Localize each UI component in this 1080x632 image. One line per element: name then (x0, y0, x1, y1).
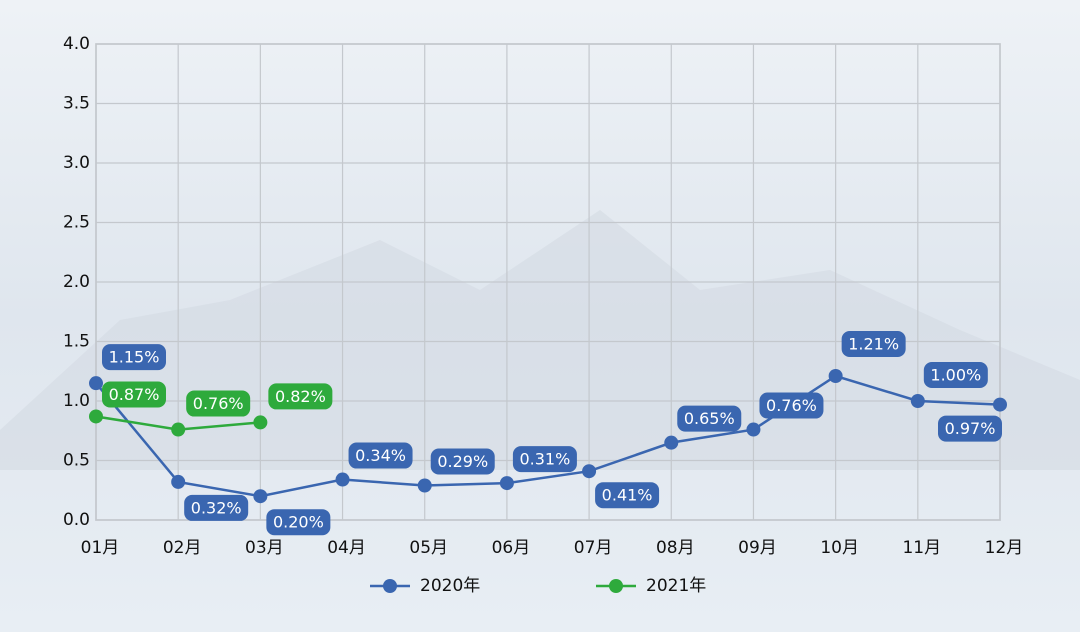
data-label-box (102, 381, 166, 408)
data-label-box (677, 405, 742, 432)
x-tick-label: 08月 (656, 538, 695, 558)
x-tick-label: 07月 (574, 538, 613, 558)
x-tick-label: 01月 (81, 538, 120, 558)
data-label: 0.34% (355, 446, 406, 465)
data-label-box (102, 344, 166, 371)
data-label-box (186, 390, 251, 417)
y-tick-label: 1.0 (63, 391, 90, 411)
y-tick-label: 3.5 (63, 94, 90, 114)
data-point (993, 397, 1007, 412)
data-label-box (841, 331, 906, 358)
x-tick-label: 05月 (409, 538, 448, 558)
data-label-box (595, 482, 660, 509)
y-tick-label: 1.5 (63, 332, 90, 352)
x-tick-label: 10月 (820, 538, 859, 558)
series-line (95, 374, 1001, 498)
data-point (828, 369, 843, 384)
data-label: 0.97% (945, 419, 996, 438)
x-tick-label: 09月 (738, 538, 777, 558)
data-point (89, 376, 103, 391)
data-label: 1.00% (930, 366, 981, 385)
data-label: 0.76% (766, 396, 817, 415)
data-point (253, 489, 268, 504)
data-label-box (430, 448, 495, 475)
data-label-box (512, 446, 577, 473)
data-point (171, 422, 186, 437)
data-label: 0.31% (519, 450, 570, 469)
y-tick-label: 2.0 (63, 272, 90, 292)
data-label: 0.87% (109, 385, 160, 404)
y-tick-label: 0.5 (63, 451, 90, 471)
data-label: 1.15% (109, 348, 160, 367)
data-point (910, 394, 925, 408)
data-label: 0.65% (684, 409, 735, 428)
data-label: 0.76% (193, 394, 244, 413)
data-label: 0.82% (275, 387, 326, 406)
y-tick-label: 2.5 (63, 213, 90, 233)
data-label-box (923, 362, 988, 388)
data-label: 0.29% (437, 452, 488, 471)
data-label: 0.20% (273, 513, 324, 532)
data-label-box (759, 392, 824, 419)
data-label-box (266, 509, 331, 536)
data-point (335, 472, 350, 487)
x-tick-label: 03月 (245, 538, 284, 558)
x-tick-label: 06月 (492, 538, 531, 558)
legend-label: 2021年 (646, 576, 706, 596)
data-point (499, 476, 514, 491)
data-point (664, 435, 679, 450)
x-tick-label: 11月 (902, 538, 941, 558)
legend-label: 2020年 (420, 576, 480, 596)
data-label: 0.32% (191, 498, 242, 517)
y-tick-label: 3.0 (63, 153, 90, 173)
legend-marker (383, 579, 397, 593)
data-point (746, 422, 761, 437)
data-label: 1.21% (848, 335, 899, 354)
data-point (253, 415, 268, 430)
x-tick-label: 12月 (985, 538, 1024, 558)
data-label-box (268, 383, 333, 410)
x-tick-label: 02月 (163, 538, 202, 558)
data-point (171, 474, 186, 489)
y-tick-label: 0.0 (63, 510, 90, 530)
data-label-box (184, 494, 249, 521)
data-point (417, 478, 432, 493)
legend-marker (609, 579, 623, 593)
data-point (89, 409, 103, 424)
y-tick-label: 4.0 (63, 34, 90, 54)
data-label: 0.41% (602, 486, 653, 505)
x-tick-label: 04月 (327, 538, 366, 558)
data-label-box (348, 442, 413, 469)
data-label-box (938, 415, 1002, 442)
data-point (582, 464, 597, 479)
